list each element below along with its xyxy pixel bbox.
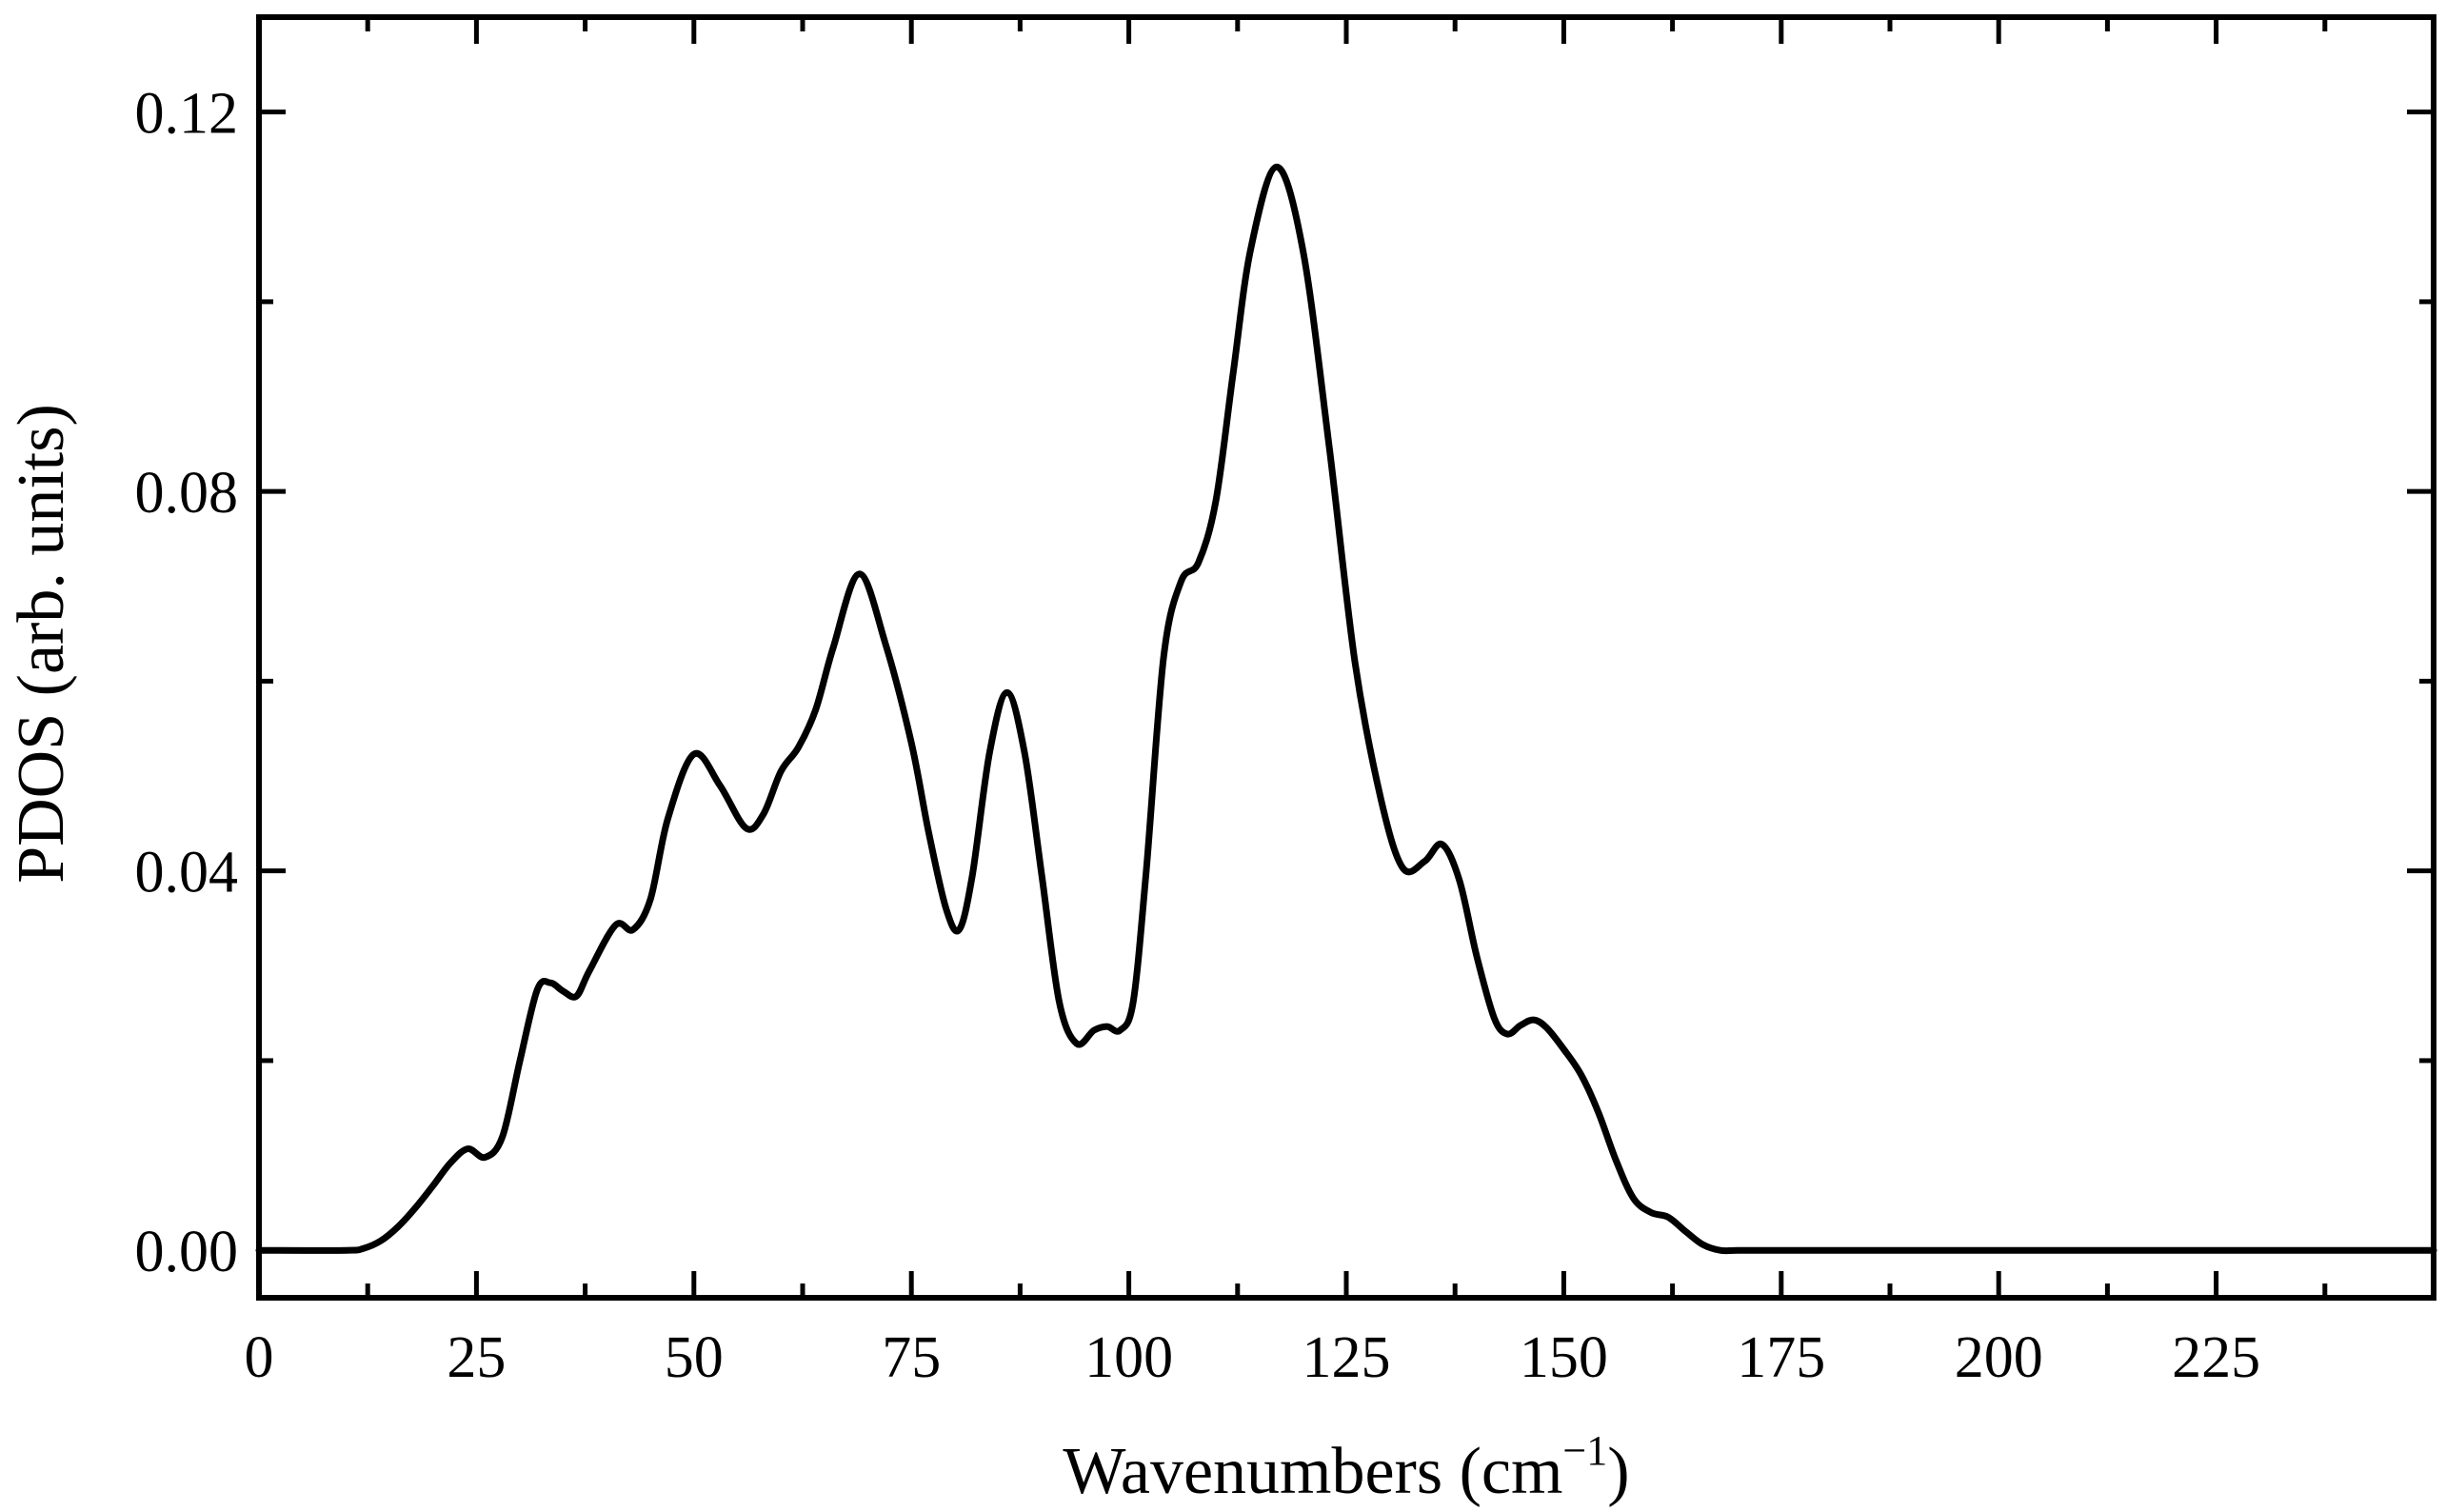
x-tick-label: 25 — [447, 1325, 506, 1390]
x-tick-label: 100 — [1084, 1325, 1173, 1390]
x-tick-label: 0 — [245, 1325, 274, 1390]
x-axis-title-superscript: −1 — [1562, 1427, 1607, 1474]
y-tick-label: 0.08 — [135, 461, 239, 526]
x-tick-label: 125 — [1303, 1325, 1391, 1390]
x-tick-label: 50 — [665, 1325, 724, 1390]
tick-labels: 0 25 50 75 100 125 150 175 200 225 0.00 0.04 0.08 0.1… — [135, 82, 2261, 1390]
x-axis-title-text: Wavenumbers (cm — [1063, 1435, 1562, 1508]
pdos-series-line — [255, 163, 2437, 1255]
plot-frame — [256, 14, 2436, 1301]
x-tick-label: 175 — [1737, 1325, 1825, 1390]
x-axis-title-end: ) — [1607, 1435, 1629, 1508]
x-tick-label: 150 — [1520, 1325, 1608, 1390]
x-tick-label: 200 — [1955, 1325, 2043, 1390]
ticks — [256, 17, 2434, 1298]
y-tick-label: 0.12 — [135, 82, 239, 147]
y-axis-title: PDOS (arb. units) — [5, 404, 78, 884]
y-tick-label: 0.04 — [135, 841, 239, 905]
x-axis-title: Wavenumbers (cm−1) — [1063, 1427, 1629, 1508]
x-tick-label: 225 — [2172, 1325, 2260, 1390]
x-tick-label: 75 — [882, 1325, 941, 1390]
y-tick-label: 0.00 — [135, 1220, 239, 1284]
